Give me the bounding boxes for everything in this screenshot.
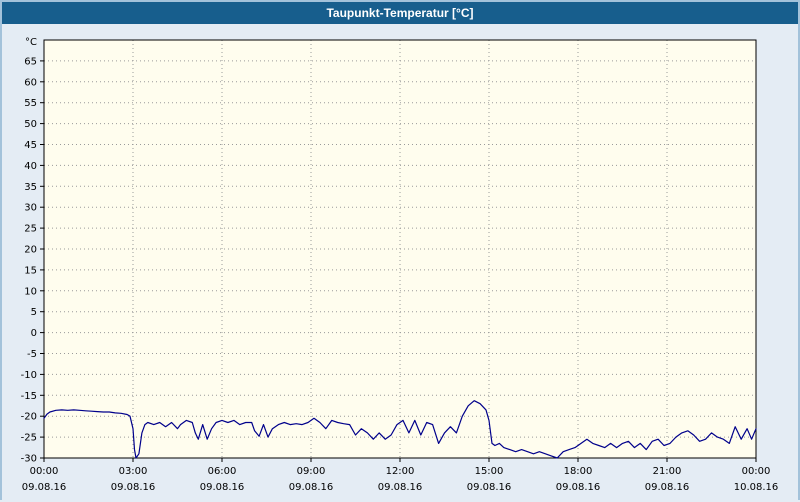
dewpoint-temperature-chart: 65605550454035302520151050-5-10-15-20-25… — [21, 37, 779, 493]
x-tick-date-label: 09.08.16 — [556, 482, 601, 493]
y-tick-label: -5 — [27, 349, 37, 360]
y-tick-label: 65 — [24, 56, 37, 67]
x-tick-date-label: 09.08.16 — [467, 482, 512, 493]
y-tick-label: -15 — [21, 391, 37, 402]
x-tick-date-label: 09.08.16 — [645, 482, 690, 493]
x-tick-time-label: 18:00 — [564, 466, 593, 477]
y-tick-label: -10 — [21, 370, 37, 381]
y-tick-label: 60 — [24, 77, 37, 88]
y-tick-label: 15 — [24, 265, 37, 276]
x-tick-time-label: 15:00 — [475, 466, 504, 477]
chart-title: Taupunkt-Temperatur [°C] — [326, 6, 474, 20]
y-tick-label: 0 — [31, 328, 37, 339]
y-tick-label: 50 — [24, 119, 37, 130]
axis-labels: 65605550454035302520151050-5-10-15-20-25… — [21, 37, 779, 493]
y-tick-label: 30 — [24, 203, 37, 214]
y-tick-label: -20 — [21, 412, 37, 423]
x-tick-time-label: 21:00 — [653, 466, 682, 477]
x-tick-time-label: 00:00 — [30, 466, 59, 477]
y-tick-label: 45 — [24, 140, 37, 151]
x-tick-time-label: 03:00 — [119, 466, 148, 477]
x-tick-time-label: 09:00 — [297, 466, 326, 477]
y-tick-label: 35 — [24, 182, 37, 193]
gridlines — [44, 40, 756, 458]
y-tick-label: -30 — [21, 454, 37, 465]
chart-area: 65 60 55 50 45 40 35 30 25 20 15 10 5 0 -5 -10 -15 -20 -25… — [2, 24, 798, 502]
y-tick-label: 25 — [24, 224, 37, 235]
y-tick-label: 55 — [24, 98, 37, 109]
chart-title-bar: Taupunkt-Temperatur [°C] — [2, 2, 798, 24]
x-tick-time-label: 00:00 — [742, 466, 771, 477]
x-tick-date-label: 09.08.16 — [111, 482, 156, 493]
y-tick-label: 10 — [24, 286, 37, 297]
x-tick-date-label: 10.08.16 — [734, 482, 779, 493]
y-tick-label: 20 — [24, 245, 37, 256]
x-tick-time-label: 06:00 — [208, 466, 237, 477]
x-tick-date-label: 09.08.16 — [378, 482, 423, 493]
x-tick-date-label: 09.08.16 — [200, 482, 245, 493]
x-tick-time-label: 12:00 — [386, 466, 415, 477]
temperature-line — [43, 400, 757, 459]
y-tick-label: 5 — [31, 307, 37, 318]
x-tick-date-label: 09.08.16 — [22, 482, 67, 493]
plot-border — [43, 39, 757, 459]
y-axis-unit-label: °C — [25, 37, 37, 48]
axis-ticks — [40, 60, 757, 462]
x-tick-date-label: 09.08.16 — [289, 482, 334, 493]
y-tick-label: 40 — [24, 161, 37, 172]
y-tick-label: -25 — [21, 433, 37, 444]
